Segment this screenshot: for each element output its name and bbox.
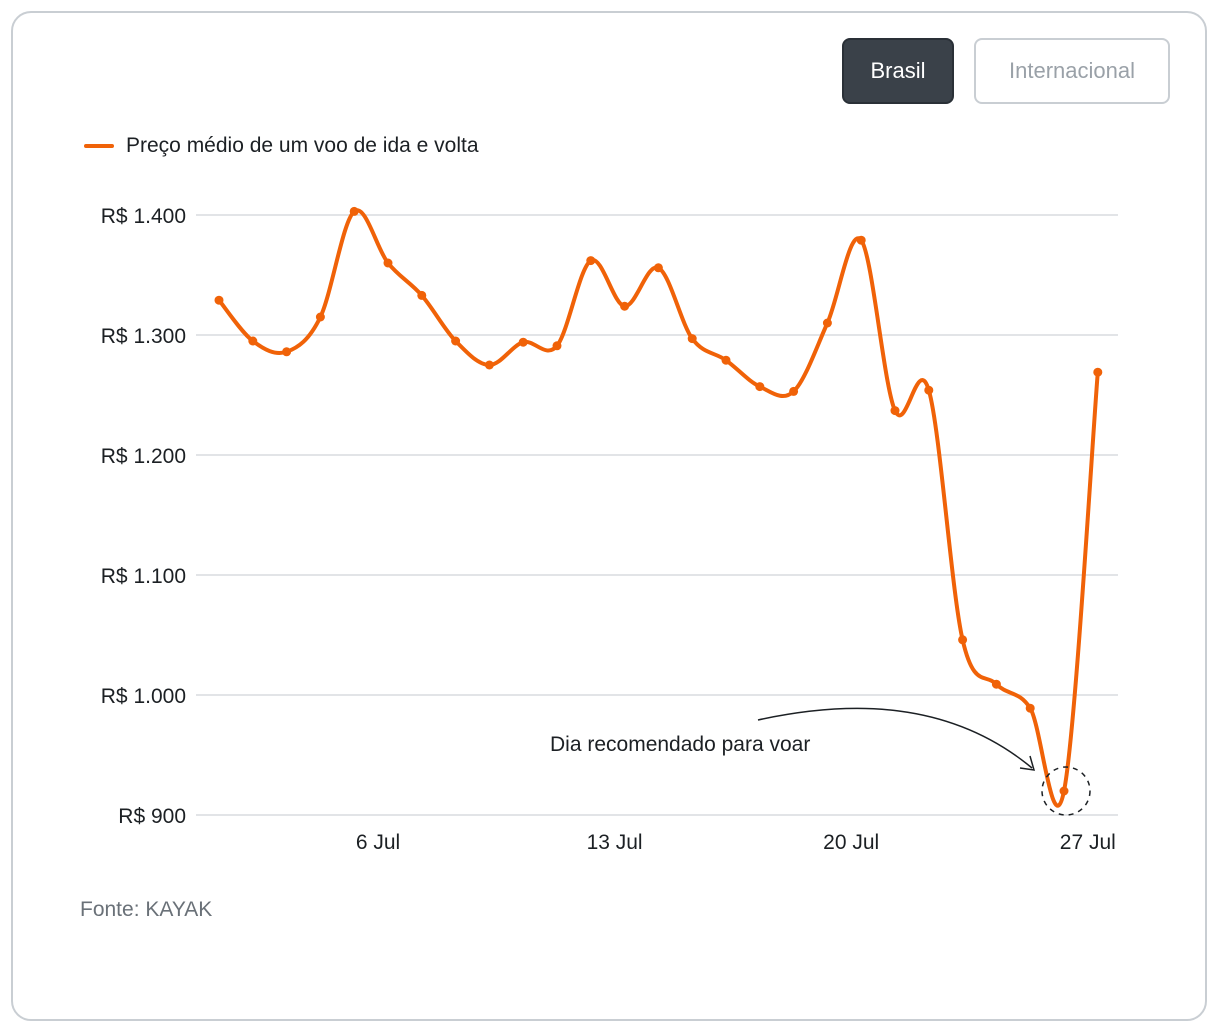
- brasil-toggle-button[interactable]: Brasil: [842, 38, 954, 104]
- annotation-arrowhead: [1019, 755, 1036, 771]
- data-point[interactable]: [755, 382, 765, 392]
- y-axis-ticks: R$ 1.400 R$ 1.300 R$ 1.200 R$ 1.100 R$ 1.000…: [101, 205, 186, 828]
- y-tick-label: R$ 900: [118, 805, 186, 828]
- data-point[interactable]: [586, 256, 596, 266]
- y-tick-label: R$ 1.100: [101, 565, 186, 588]
- data-point[interactable]: [282, 347, 292, 357]
- grid-lines: [196, 214, 1118, 816]
- annotation-label: Dia recomendado para voar: [550, 733, 810, 756]
- y-tick-label: R$ 1.000: [101, 685, 186, 708]
- y-tick-label: R$ 1.400: [101, 205, 186, 228]
- x-tick-label: 13 Jul: [587, 831, 643, 854]
- data-point[interactable]: [958, 635, 968, 645]
- legend-line-swatch: [84, 144, 114, 148]
- x-tick-label: 6 Jul: [356, 831, 400, 854]
- recommended-day-marker: [1041, 766, 1091, 816]
- annotation: Dia recomendado para voar: [550, 707, 1091, 816]
- data-point[interactable]: [451, 336, 461, 346]
- y-tick-label: R$ 1.300: [101, 325, 186, 348]
- data-point[interactable]: [789, 386, 799, 396]
- data-point[interactable]: [620, 301, 630, 311]
- data-point[interactable]: [1093, 367, 1103, 377]
- data-point[interactable]: [856, 235, 866, 245]
- data-point[interactable]: [653, 263, 663, 273]
- data-point[interactable]: [315, 312, 325, 322]
- data-point[interactable]: [484, 360, 494, 370]
- series-points: [214, 206, 1103, 796]
- data-point[interactable]: [924, 385, 934, 395]
- source-note: Fonte: KAYAK: [80, 898, 213, 921]
- x-axis-ticks: 6 Jul 13 Jul 20 Jul 27 Jul: [356, 831, 1116, 854]
- data-point[interactable]: [822, 318, 832, 328]
- data-point[interactable]: [991, 679, 1001, 689]
- legend-label: Preço médio de um voo de ida e volta: [126, 134, 479, 157]
- data-point[interactable]: [687, 334, 697, 344]
- annotation-arrow: [757, 707, 1033, 769]
- data-point[interactable]: [349, 206, 359, 216]
- data-point[interactable]: [721, 355, 731, 365]
- data-point[interactable]: [518, 337, 528, 347]
- chart-card: [11, 11, 1207, 1021]
- data-point[interactable]: [417, 290, 427, 300]
- x-tick-label: 27 Jul: [1060, 831, 1116, 854]
- chart-legend: Preço médio de um voo de ida e volta: [84, 134, 479, 158]
- data-point[interactable]: [248, 336, 258, 346]
- data-point[interactable]: [1025, 703, 1035, 713]
- data-point[interactable]: [890, 406, 900, 416]
- data-point[interactable]: [214, 295, 224, 305]
- series-line: [217, 208, 1100, 808]
- data-point[interactable]: [552, 341, 562, 351]
- data-point[interactable]: [1059, 786, 1069, 796]
- data-point[interactable]: [383, 258, 393, 268]
- internacional-toggle-button[interactable]: Internacional: [974, 38, 1170, 104]
- y-tick-label: R$ 1.200: [101, 445, 186, 468]
- x-tick-label: 20 Jul: [823, 831, 879, 854]
